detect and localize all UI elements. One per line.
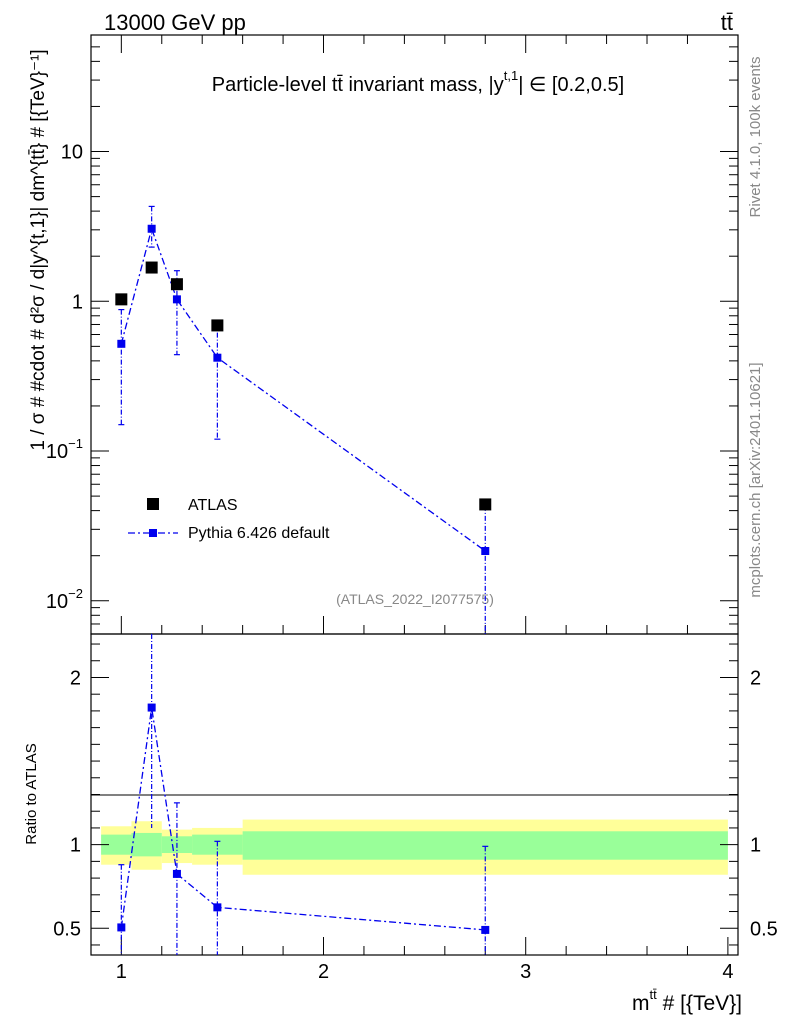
ytick-base: 10 <box>46 591 68 613</box>
pythia-point-2 <box>172 295 181 304</box>
ratio-xtick-label-1: 2 <box>318 961 329 983</box>
title-tail: | ∈ [0.2,0.5] <box>518 74 624 96</box>
xlabel-sup: tt̄ <box>650 987 658 1002</box>
ratio-xtick-label-3: 4 <box>722 961 733 983</box>
pythia-point-1 <box>147 224 156 233</box>
ytick-base: 10 <box>61 142 83 164</box>
pythia-point-0 <box>117 339 126 348</box>
main-ytick-label-3: 10−2 <box>46 586 83 613</box>
legend-marker-atlas <box>147 498 159 510</box>
main-ytick-label-0: 10 <box>61 142 83 164</box>
mcplots-label: mcplots.cern.ch [arXiv:2401.10621] <box>747 362 764 597</box>
title-main: Particle-level tt̄ invariant mass, |y <box>212 74 504 96</box>
band-inner-1 <box>131 832 162 857</box>
atlas-point-0 <box>115 293 128 306</box>
legend-marker-pythia <box>149 529 157 537</box>
process-label: tt̄ <box>721 10 733 35</box>
ytick-exp: −1 <box>68 436 83 451</box>
legend-label-pythia: Pythia 6.426 default <box>188 525 330 542</box>
ratio-point-3 <box>213 903 222 912</box>
ratio-uncertainty-bands <box>101 819 728 875</box>
ratio-series-line <box>120 707 486 931</box>
title-sup: t,1 <box>504 68 518 83</box>
pythia-point-3 <box>213 353 222 362</box>
pythia-series-line <box>120 226 486 552</box>
atlas-point-3 <box>211 319 224 332</box>
ratio-data-layer <box>117 634 490 955</box>
ratio-xtick-label-2: 3 <box>520 961 531 983</box>
atlas-point-1 <box>145 261 158 274</box>
ratio-ytick-label-left-2: 2 <box>70 667 81 689</box>
xlabel-main: m <box>632 992 650 1015</box>
ratio-xtick-label-0: 1 <box>116 961 127 983</box>
pythia-point-4 <box>481 546 490 555</box>
atlas-point-4 <box>479 498 492 511</box>
band-inner-4 <box>242 831 728 860</box>
ratio-axis-ticks: 0.5 0.5 1 1 2 2 1 2 3 4 <box>53 643 778 983</box>
xlabel-tail: # [{TeV}] <box>657 992 742 1015</box>
energy-label: 13000 GeV pp <box>104 10 246 35</box>
ratio-point-4 <box>481 925 490 934</box>
main-ytick-label-2: 10−1 <box>46 436 83 463</box>
ratio-ytick-label-left-1: 1 <box>70 835 81 857</box>
atlas-point-2 <box>170 278 183 291</box>
main-ytick-label-1: 1 <box>72 291 83 313</box>
ytick-base: 1 <box>72 291 83 313</box>
main-panel-frame <box>90 34 739 635</box>
main-title: Particle-level tt̄ invariant mass, |yt,1… <box>212 68 624 96</box>
ytick-exp: −2 <box>68 586 83 601</box>
analysis-watermark: (ATLAS_2022_I2077575) <box>336 591 494 607</box>
legend: ATLAS Pythia 6.426 default <box>128 497 330 542</box>
ytick-base: 10 <box>46 441 68 463</box>
main-ylabel: 1 / σ # #cdot # d²σ / d|y^{t,1}| dm^{tt̄… <box>28 49 49 450</box>
ratio-xlabel: mtt̄ # [{TeV}] <box>632 987 742 1015</box>
band-inner-0 <box>101 834 132 855</box>
main-data-layer <box>115 205 492 634</box>
ratio-ylabel: Ratio to ATLAS <box>23 743 40 844</box>
legend-label-atlas: ATLAS <box>188 497 238 514</box>
ratio-point-2 <box>172 869 181 878</box>
ratio-ytick-label-right-0: 0.5 <box>750 918 778 940</box>
rivet-label: Rivet 4.1.0, 100k events <box>747 57 764 218</box>
ratio-ytick-label-right-1: 1 <box>750 835 761 857</box>
ratio-ytick-label-right-2: 2 <box>750 667 761 689</box>
ratio-point-0 <box>117 923 126 932</box>
ratio-point-1 <box>147 703 156 712</box>
ratio-ytick-label-left-0: 0.5 <box>53 918 81 940</box>
